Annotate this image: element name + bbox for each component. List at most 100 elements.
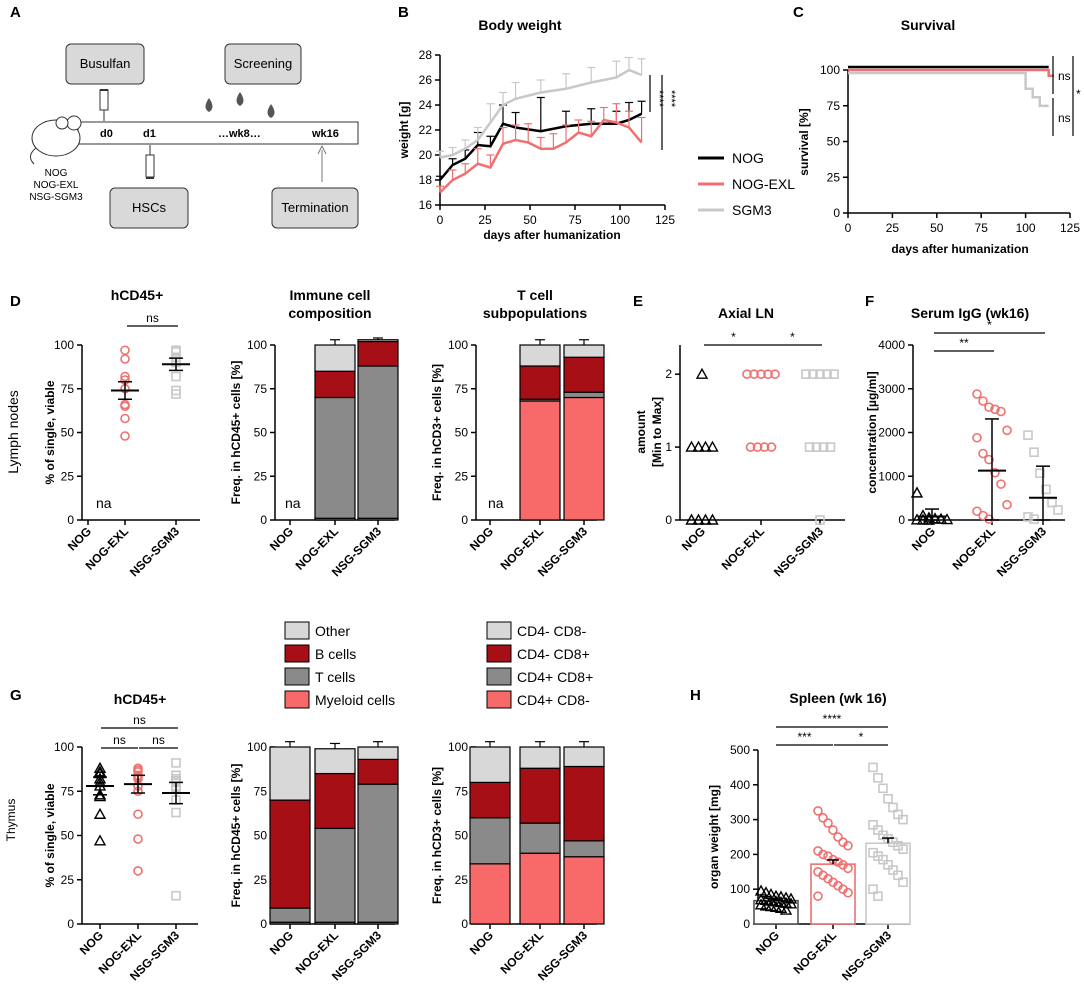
- legend-label-myeloid-cells: Myeloid cells: [315, 692, 395, 708]
- timeline-wk16: wk16: [311, 128, 339, 140]
- panel-g-t-cell-subpops-y-label: Freq. in hCD3+ cells [%]: [430, 767, 444, 904]
- panel-d-immune-composition: Immune cellcomposition0255075100NOGNOG-E…: [229, 287, 399, 579]
- group-nsg-sgm3: [162, 758, 190, 901]
- mouse-strain-exl: NOG-EXL: [33, 180, 78, 191]
- bar-nog-exl: [810, 863, 856, 925]
- panel-d-hcd45-ln-y-tick-label: 75: [61, 382, 75, 396]
- stacked-bar-segment-cd4-cd8-: [563, 765, 605, 842]
- body-weight-y-tick-label: 26: [419, 73, 433, 87]
- stacked-bar-segment-b-cells: [314, 772, 356, 830]
- stacked-bar-segment-other: [269, 746, 311, 801]
- survival-y-tick-label: 25: [827, 170, 841, 184]
- body-weight-y-tick-label: 24: [419, 98, 433, 112]
- panel-f-serum-igg-y-tick-label: 4000: [878, 338, 905, 352]
- stacked-bar-segment-cd4-cd8-: [519, 746, 561, 769]
- data-point: [984, 454, 994, 465]
- stacked-bar-segment-cd4-cd8-: [563, 356, 605, 393]
- survival-y-tick-label: 0: [833, 206, 840, 220]
- sig-label-2: ****: [665, 90, 677, 108]
- axial-ln-y-tick-label: 1: [665, 440, 672, 454]
- data-point: [133, 866, 143, 876]
- panel-g-immune-composition-y-tick-label: 25: [254, 873, 268, 887]
- data-point: [873, 825, 883, 835]
- stacked-bar-segment-t-cells: [314, 396, 356, 519]
- chart-title-panel-g-hcd45-thymus: hCD45+: [114, 691, 167, 707]
- data-point: [878, 854, 888, 865]
- data-point: [692, 440, 705, 452]
- row-label-lymph-nodes: Lymph nodes: [5, 390, 21, 474]
- data-point: [763, 369, 773, 379]
- axial-ln-y-tick-label: 2: [665, 367, 672, 381]
- screening-box: [224, 43, 302, 85]
- blood-drop-icon-3: [267, 104, 275, 118]
- data-point: [833, 857, 843, 867]
- stacked-bar-segment-cd4-cd8-: [563, 856, 605, 925]
- panel-f-serum-igg-x-tick-label-nog-exl: NOG-EXL: [950, 524, 999, 573]
- panel-letter-h: H: [690, 687, 701, 704]
- legend-label-subset: CD4+ CD8+: [517, 669, 593, 685]
- data-point: [898, 814, 908, 825]
- data-point: [774, 901, 788, 914]
- panel-letter-e: E: [633, 293, 643, 310]
- panel-e-axial-ln: Axial LN 0 1 2 NOG NOG-EXL NSG-SGM3 amount [Min …: [634, 305, 845, 579]
- data-point: [996, 479, 1006, 489]
- data-point: [990, 404, 1000, 415]
- sig-f-1-label: **: [959, 336, 969, 350]
- data-point: [779, 903, 793, 915]
- panel-g-hcd45-thymus-y-tick-label: 0: [67, 917, 74, 931]
- stacked-bar-segment-b-cells: [357, 758, 399, 785]
- survival-y-tick-label: 75: [827, 99, 841, 113]
- data-point: [120, 401, 130, 412]
- hscs-box: [109, 187, 189, 229]
- stacked-bar-segment-t-cells: [314, 827, 356, 923]
- termination-box: [271, 187, 359, 229]
- data-point: [171, 371, 181, 382]
- chart-title-panel-d-hcd45-ln: hCD45+: [111, 287, 164, 303]
- panel-g-t-cell-subpops-y-tick-label: 75: [455, 784, 469, 798]
- legend-label-subset: CD4- CD8-: [517, 623, 587, 639]
- data-point: [699, 440, 712, 452]
- legend-swatch-b-cells: [284, 644, 310, 663]
- data-point: [818, 813, 828, 823]
- stacked-bar-segment-b-cells: [314, 370, 356, 399]
- data-point: [1002, 425, 1012, 436]
- data-point: [868, 884, 878, 895]
- data-point: [93, 790, 107, 802]
- data-point: [1023, 430, 1033, 440]
- data-point: [828, 825, 838, 835]
- data-point: [813, 891, 823, 901]
- data-point: [745, 442, 756, 452]
- data-point: [756, 369, 766, 379]
- panel-g-t-cell-subpops-y-tick-label: 25: [455, 873, 469, 887]
- spleen-y-tick-label: 300: [730, 813, 750, 827]
- blood-drop-icon-2: [236, 92, 244, 106]
- legend-label-subset: CD4+ CD8-: [517, 692, 590, 708]
- group-nog-exl: [124, 763, 152, 876]
- body-weight-y-tick-label: 22: [419, 123, 433, 137]
- legend-swatch-subset: [486, 667, 512, 686]
- survival-y-tick-label: 100: [820, 63, 840, 77]
- data-point: [833, 832, 843, 842]
- spleen-y-tick-label: 400: [730, 778, 750, 792]
- panel-d-hcd45-ln-x-tick-label-nog: NOG: [65, 524, 94, 553]
- stacked-bar-segment-cd4-cd8-: [469, 781, 511, 819]
- data-point: [818, 849, 828, 860]
- data-point: [883, 860, 893, 870]
- axial-ln-x-tick-label-nsg-sgm3: NSG-SGM3: [771, 524, 826, 579]
- sig-g-2-label: ns: [113, 733, 126, 747]
- data-point: [1035, 468, 1045, 478]
- panel-g-immune-composition-y-label: Freq. in hCD45+ cells [%]: [229, 764, 243, 908]
- stacked-bar-segment-other: [357, 339, 399, 343]
- legend-swatch-subset: [486, 621, 512, 640]
- sig-f-2-label: *: [987, 318, 992, 332]
- body-weight-x-label: days after humanization: [483, 228, 620, 242]
- data-point: [823, 818, 833, 828]
- body-weight-y-axis: 16 18 20 22 24 26 28: [419, 48, 441, 212]
- row-label-thymus: Thymus: [4, 799, 18, 842]
- survival-line-sgm3: [848, 71, 1049, 108]
- data-point: [883, 793, 893, 804]
- survival-y-tick-label: 50: [827, 135, 841, 149]
- data-point: [916, 509, 930, 521]
- group-nog: [910, 486, 954, 525]
